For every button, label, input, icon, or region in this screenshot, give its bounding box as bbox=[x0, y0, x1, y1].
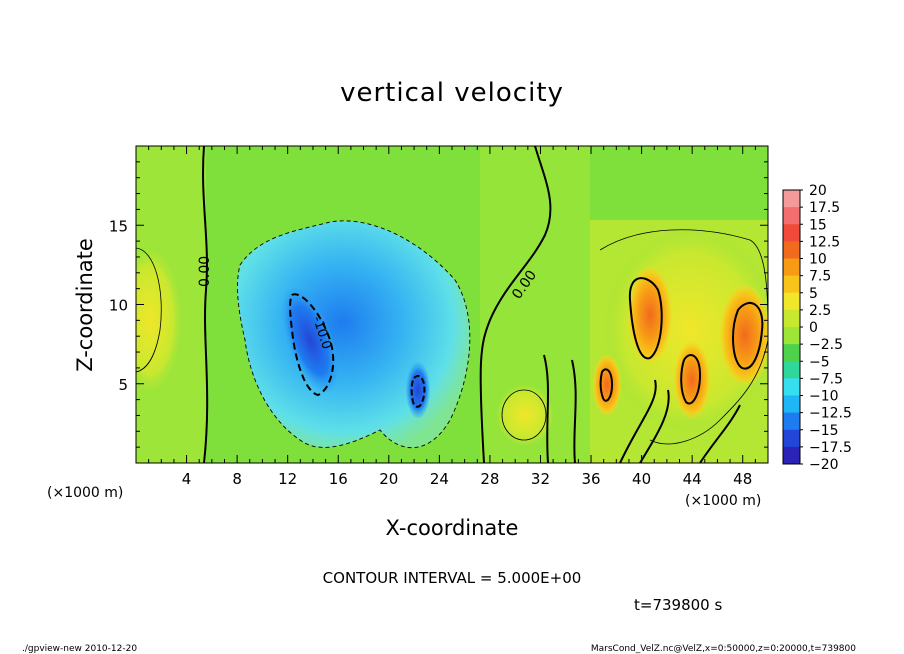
zero-contour bbox=[699, 404, 741, 463]
y-axis-label: Z-coordinate bbox=[73, 238, 97, 372]
zero-contour bbox=[479, 146, 552, 463]
positive-contour bbox=[599, 368, 614, 402]
colorbar-swatch bbox=[783, 258, 800, 277]
negative-contour bbox=[237, 220, 471, 449]
x-tick-label: 8 bbox=[232, 470, 242, 488]
negative-contour-strong bbox=[410, 375, 426, 408]
thin-contour bbox=[501, 389, 547, 441]
contour-interval-text: CONTOUR INTERVAL = 5.000E+00 bbox=[323, 569, 582, 587]
y-axis: 5 10 15 bbox=[109, 161, 768, 448]
x-axis-label: X-coordinate bbox=[386, 516, 519, 540]
x-tick-label: 32 bbox=[531, 470, 550, 488]
time-text: t=739800 s bbox=[634, 596, 722, 614]
x-tick-label: 4 bbox=[182, 470, 192, 488]
chart-title: vertical velocity bbox=[340, 78, 564, 108]
colorbar-label: 15 bbox=[809, 217, 827, 233]
positive-contour bbox=[628, 277, 663, 360]
colorbar-swatch bbox=[783, 327, 800, 345]
x-tick-label: 44 bbox=[683, 470, 702, 488]
colorbar-label: 12.5 bbox=[809, 234, 840, 250]
colorbar-swatch bbox=[783, 395, 800, 414]
negative-contour-strong bbox=[289, 293, 335, 397]
x-unit-label-right: (×1000 m) bbox=[685, 493, 761, 509]
x-tick-label: 24 bbox=[430, 470, 449, 488]
zero-contour bbox=[571, 359, 577, 463]
positive-region bbox=[136, 250, 180, 390]
x-tick-label: 12 bbox=[278, 470, 297, 488]
colorbar-swatch bbox=[783, 241, 800, 259]
thin-contour bbox=[136, 247, 162, 373]
colorbar-label: 20 bbox=[809, 183, 827, 199]
colorbar-label: −5 bbox=[809, 354, 830, 370]
colorbar-label: −15 bbox=[809, 423, 839, 439]
zero-contour bbox=[619, 379, 657, 463]
colorbar-swatch bbox=[783, 309, 800, 328]
colorbar-label: −12.5 bbox=[809, 406, 852, 422]
x-tick-label: 20 bbox=[379, 470, 398, 488]
downdraft-core bbox=[406, 362, 430, 418]
colorbar-swatch bbox=[783, 344, 800, 362]
zero-contour bbox=[639, 389, 670, 463]
colorbar-swatch bbox=[783, 429, 800, 448]
updraft-cell bbox=[674, 342, 710, 418]
downdraft-core bbox=[282, 287, 338, 393]
colorbar-label: 0 bbox=[809, 320, 818, 336]
colorbar-swatch bbox=[783, 207, 800, 225]
contour-label: 0.00 bbox=[197, 256, 213, 287]
x-tick-label: 48 bbox=[733, 470, 752, 488]
colorbar-swatch bbox=[783, 292, 800, 311]
x-tick-label: 28 bbox=[480, 470, 499, 488]
colorbar-label: −2.5 bbox=[809, 337, 843, 353]
y-tick-label: 10 bbox=[109, 297, 128, 315]
colorbar-label: −10 bbox=[809, 389, 839, 405]
colorbar-label: 17.5 bbox=[809, 200, 840, 216]
y-tick-label: 15 bbox=[109, 217, 128, 235]
colorbar-swatch bbox=[783, 446, 800, 465]
footer-left: ./gpview-new 2010-12-20 bbox=[22, 644, 137, 654]
colorbar-label: 7.5 bbox=[809, 269, 831, 285]
colorbar-label: −20 bbox=[809, 457, 839, 473]
colorbar-label: −7.5 bbox=[809, 371, 843, 387]
plot-area bbox=[136, 146, 768, 463]
positive-contour bbox=[680, 354, 702, 405]
updraft-cell bbox=[628, 267, 672, 363]
x-unit-label: (×1000 m) bbox=[47, 485, 123, 501]
x-tick-label: 40 bbox=[632, 470, 651, 488]
colorbar-label: 2.5 bbox=[809, 303, 831, 319]
colorbar-label: −17.5 bbox=[809, 440, 852, 456]
colorbar-label: 10 bbox=[809, 252, 827, 268]
colorbar-swatch bbox=[783, 224, 800, 242]
x-axis: 4 8 12 16 20 24 28 32 36 40 44 48 bbox=[148, 146, 756, 488]
colorbar-swatch bbox=[783, 378, 800, 396]
positive-region bbox=[497, 385, 553, 445]
colorbar-swatch bbox=[783, 275, 800, 294]
zero-contour bbox=[543, 354, 549, 463]
zero-contour bbox=[202, 146, 209, 463]
footer-right: MarsCond_VelZ.nc@VelZ,x=0:50000,z=0:2000… bbox=[591, 644, 856, 654]
positive-contour bbox=[732, 302, 764, 370]
y-tick-label: 5 bbox=[118, 376, 128, 394]
colorbar-label: 5 bbox=[809, 286, 818, 302]
updraft-cell bbox=[593, 355, 621, 415]
colorbar-swatch bbox=[783, 190, 800, 208]
x-tick-label: 36 bbox=[581, 470, 600, 488]
x-tick-label: 16 bbox=[329, 470, 348, 488]
colorbar-swatch bbox=[783, 412, 800, 431]
colorbar-swatch bbox=[783, 361, 800, 379]
